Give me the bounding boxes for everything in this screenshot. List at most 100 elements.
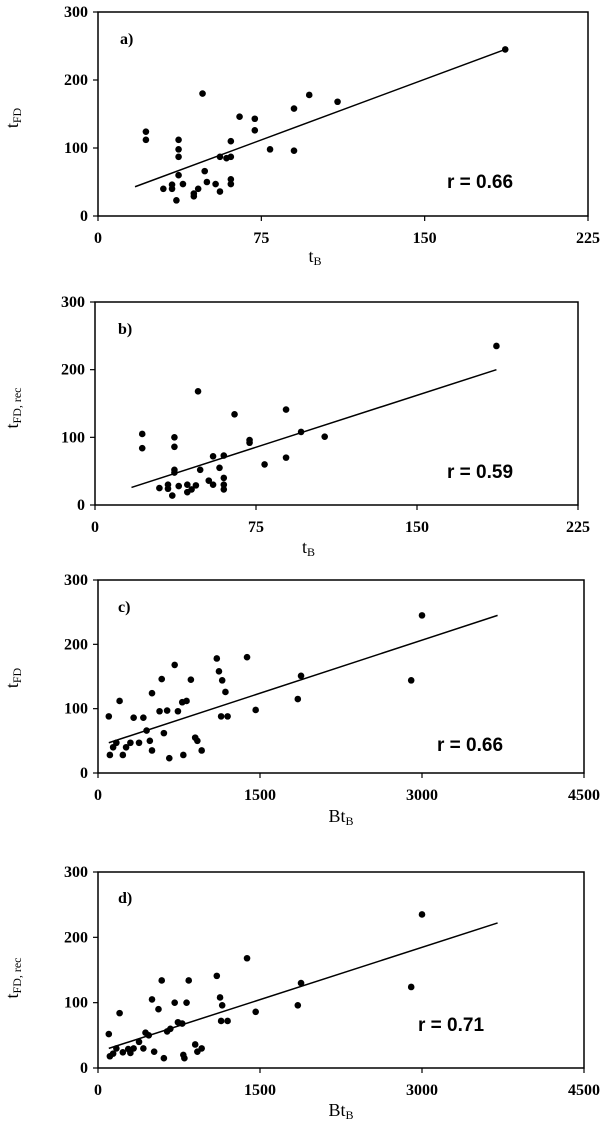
y-tick-label: 0 bbox=[80, 765, 88, 782]
data-point bbox=[305, 91, 313, 99]
data-point bbox=[252, 706, 259, 714]
data-point bbox=[130, 714, 137, 721]
data-point bbox=[215, 668, 223, 675]
data-point bbox=[160, 185, 167, 193]
data-point bbox=[220, 452, 228, 459]
data-point bbox=[236, 113, 243, 121]
data-point bbox=[290, 105, 298, 112]
data-point bbox=[171, 434, 178, 441]
x-axis-label-sub: B bbox=[314, 254, 322, 268]
plot-frame bbox=[97, 11, 589, 217]
plot-frame bbox=[97, 579, 585, 774]
x-tick-label: 3000 bbox=[406, 787, 438, 804]
y-tick-label: 0 bbox=[80, 1060, 88, 1077]
data-point bbox=[209, 452, 217, 460]
correlation-annotation: r = 0.71 bbox=[418, 1015, 484, 1036]
plot-frame bbox=[97, 871, 585, 1069]
x-axis-label: tB bbox=[302, 537, 315, 559]
data-point bbox=[190, 192, 198, 200]
data-point bbox=[213, 972, 221, 980]
y-axis-label: tFD bbox=[2, 107, 24, 128]
data-point bbox=[116, 1009, 123, 1017]
data-point bbox=[251, 115, 259, 123]
data-point bbox=[213, 655, 221, 662]
data-point bbox=[160, 1054, 168, 1062]
data-point bbox=[220, 486, 228, 493]
data-point bbox=[220, 474, 228, 482]
data-point bbox=[282, 454, 290, 461]
y-axis-label-main: t bbox=[2, 993, 22, 998]
data-point bbox=[203, 178, 211, 186]
x-axis-label: tB bbox=[308, 246, 321, 268]
data-point bbox=[251, 127, 259, 134]
data-point bbox=[180, 751, 187, 759]
data-point bbox=[160, 729, 168, 737]
data-point bbox=[205, 477, 213, 484]
data-point bbox=[148, 689, 156, 697]
data-point bbox=[113, 739, 120, 747]
data-point bbox=[119, 751, 127, 759]
data-point bbox=[183, 999, 190, 1006]
data-point bbox=[196, 466, 204, 474]
x-axis-label: BtB bbox=[328, 806, 353, 828]
data-point bbox=[407, 677, 415, 684]
data-point bbox=[294, 695, 302, 703]
data-point bbox=[164, 485, 172, 493]
data-point bbox=[163, 707, 171, 714]
data-point bbox=[334, 98, 341, 106]
data-point bbox=[158, 977, 166, 984]
panel-label: b) bbox=[118, 321, 132, 338]
data-point bbox=[168, 185, 176, 193]
data-point bbox=[165, 754, 173, 762]
data-point bbox=[145, 1032, 153, 1039]
data-point bbox=[209, 481, 217, 489]
data-point bbox=[171, 469, 178, 476]
data-point bbox=[198, 1045, 205, 1052]
data-point bbox=[227, 137, 235, 145]
correlation-annotation: r = 0.59 bbox=[447, 462, 513, 483]
data-point bbox=[175, 136, 182, 144]
data-point bbox=[216, 188, 224, 195]
data-point bbox=[216, 464, 223, 472]
data-point bbox=[243, 954, 251, 962]
data-point bbox=[148, 747, 156, 754]
panel-label: c) bbox=[118, 599, 130, 616]
x-axis-label-sub: B bbox=[346, 1108, 354, 1122]
data-point bbox=[297, 428, 305, 436]
x-tick-label: 1500 bbox=[244, 1082, 276, 1099]
x-axis-label-sub: B bbox=[346, 814, 354, 828]
y-axis-label: tFD, rec bbox=[2, 957, 24, 998]
data-point bbox=[175, 482, 183, 490]
data-point bbox=[297, 979, 305, 987]
data-point bbox=[294, 1001, 302, 1009]
data-point bbox=[105, 1030, 113, 1038]
data-point bbox=[167, 1025, 174, 1033]
data-point bbox=[138, 444, 146, 452]
data-point bbox=[138, 430, 146, 438]
data-point bbox=[266, 146, 274, 153]
data-point bbox=[173, 197, 180, 204]
x-axis-label-main: t bbox=[308, 246, 313, 266]
data-point bbox=[175, 171, 182, 179]
data-point bbox=[194, 185, 202, 193]
data-point bbox=[227, 175, 235, 183]
data-point bbox=[109, 1050, 117, 1057]
data-point bbox=[156, 707, 163, 715]
data-point bbox=[174, 707, 182, 715]
x-axis-label-main: t bbox=[302, 537, 307, 557]
data-point bbox=[321, 433, 328, 440]
x-axis-label: BtB bbox=[328, 1100, 353, 1122]
y-axis-label: tFD, rec bbox=[2, 387, 24, 428]
data-point bbox=[150, 1048, 158, 1055]
data-point bbox=[227, 180, 235, 188]
data-point bbox=[142, 128, 150, 135]
data-point bbox=[216, 153, 224, 161]
data-point bbox=[175, 153, 182, 161]
data-point bbox=[185, 977, 193, 984]
data-point bbox=[261, 461, 268, 468]
y-tick-label: 100 bbox=[64, 701, 88, 718]
y-tick-label: 0 bbox=[80, 208, 88, 225]
data-point bbox=[217, 713, 225, 720]
